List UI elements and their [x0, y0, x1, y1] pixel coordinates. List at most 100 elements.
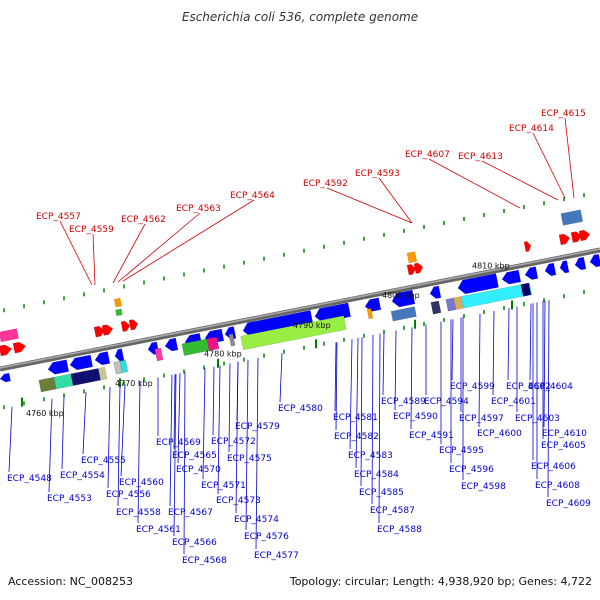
- feature-block-tan: [98, 366, 108, 381]
- forward-gene-arrow: [578, 229, 591, 242]
- gene-arrow-shape: [406, 264, 417, 276]
- leader-line-lower: [217, 365, 221, 495]
- feature-block-pink: [154, 347, 164, 362]
- leader-line-lower: [360, 337, 363, 487]
- gene-arrow-shape: [574, 256, 587, 271]
- reverse-gene-arrow: [47, 359, 70, 375]
- leader-line-lower: [529, 303, 532, 381]
- leader-line-lower: [173, 374, 177, 537]
- feature-block-steel: [560, 209, 584, 226]
- feature-block: [390, 306, 417, 322]
- leader-line-lower: [279, 353, 283, 403]
- gene-arrow-shape: [429, 285, 442, 299]
- gene-arrow-shape: [0, 372, 11, 383]
- leader-line-lower: [8, 406, 13, 473]
- gene-label-lower: ECP_4605: [541, 441, 586, 451]
- gene-label-lower: ECP_4548: [7, 474, 52, 484]
- leader-line-upper: [117, 212, 201, 283]
- gene-arrow-shape: [93, 326, 106, 338]
- feature-block: [206, 336, 220, 351]
- reverse-gene-arrow: [524, 266, 539, 280]
- gene-arrow-shape: [501, 269, 522, 285]
- gene-label-lower: ECP_4588: [377, 525, 422, 535]
- feature-block-orange: [113, 297, 122, 308]
- leader-line-upper: [122, 199, 255, 282]
- gene-label-lower: ECP_4561: [136, 525, 181, 535]
- gene-label-lower: ECP_4583: [348, 451, 393, 461]
- gene-arrow-shape: [69, 354, 94, 371]
- gene-label-upper: ECP_4557: [36, 212, 81, 222]
- feature-block-navy: [520, 282, 532, 297]
- leader-line-upper: [428, 158, 521, 209]
- reverse-gene-arrow: [501, 269, 522, 285]
- scale-label: 4800 kbp: [382, 291, 420, 300]
- reverse-gene-arrow: [429, 285, 442, 299]
- leader-line-lower: [117, 385, 121, 507]
- feature-block: [154, 347, 164, 362]
- gene-arrow-shape: [413, 262, 424, 274]
- leader-line-lower: [228, 363, 231, 453]
- leader-line-lower: [543, 300, 546, 428]
- gene-label-lower: ECP_4602: [506, 382, 551, 392]
- reverse-gene-arrow: [224, 326, 237, 340]
- gene-arrow-shape: [558, 233, 571, 246]
- leader-line-lower: [137, 381, 141, 524]
- map-title: Escherichia coli 536, complete genome: [181, 10, 419, 24]
- feature-block: [406, 251, 418, 264]
- forward-gene-arrow: [570, 231, 583, 243]
- leader-line-lower: [120, 384, 126, 477]
- reverse-gene-arrow: [0, 372, 11, 383]
- gene-label-upper: ECP_4559: [69, 225, 114, 235]
- feature-block-gray: [228, 333, 236, 347]
- feature-block: [70, 368, 101, 386]
- leader-line-upper: [378, 177, 413, 224]
- gene-label-lower: ECP_4580: [278, 404, 323, 414]
- leader-line-lower: [451, 319, 454, 381]
- forward-gene-arrow: [120, 320, 131, 333]
- leader-line-lower: [202, 368, 206, 480]
- leader-line-lower: [371, 335, 374, 505]
- gene-label-lower: ECP_4589: [381, 397, 426, 407]
- gene-arrow-shape: [524, 266, 539, 280]
- gene-label-lower: ECP_4554: [60, 471, 105, 481]
- gene-label-lower: ECP_4594: [424, 397, 469, 407]
- leader-line-lower: [378, 333, 381, 524]
- scale-label: 4790 kbp: [293, 321, 331, 330]
- gene-label-lower: ECP_4560: [119, 478, 164, 488]
- leader-line-upper: [112, 223, 146, 284]
- gene-label-lower: ECP_4571: [201, 481, 246, 491]
- leader-line-lower: [48, 398, 53, 493]
- leader-line-lower: [183, 372, 186, 555]
- gene-label-lower: ECP_4568: [182, 556, 227, 566]
- gene-arrow-shape: [164, 337, 179, 352]
- gene-arrow-shape: [120, 320, 131, 333]
- leader-line-lower: [492, 311, 495, 396]
- gene-arrow-shape: [457, 273, 499, 295]
- feature-block: [460, 282, 533, 309]
- gene-label-lower: ECP_4600: [477, 429, 522, 439]
- feature-block: [113, 297, 122, 308]
- gene-label-lower: ECP_4598: [461, 482, 506, 492]
- feature-block: [430, 300, 442, 315]
- gene-arrow-shape: [242, 310, 314, 337]
- gene-label-upper: ECP_4592: [303, 179, 348, 189]
- gene-label-lower: ECP_4567: [168, 508, 213, 518]
- reverse-gene-arrow: [391, 289, 416, 308]
- leader-line-lower: [107, 387, 111, 489]
- feature-block-navy: [70, 368, 101, 386]
- leader-line-lower: [335, 342, 338, 431]
- feature-block: [366, 308, 374, 320]
- feature-block-lavender: [445, 297, 457, 312]
- leader-line-upper: [59, 220, 93, 286]
- scale-label: 4810 kbp: [472, 261, 510, 270]
- gene-label-lower: ECP_4596: [449, 465, 494, 475]
- gene-arrow-shape: [224, 326, 237, 340]
- gene-label-lower: ECP_4566: [172, 538, 217, 548]
- feature-block: [0, 328, 19, 343]
- feature-block-lime: [240, 315, 347, 351]
- leader-line-lower: [478, 313, 481, 428]
- gene-arrow-shape: [94, 351, 111, 366]
- leader-line-upper: [564, 117, 575, 199]
- reverse-gene-arrow: [114, 348, 125, 362]
